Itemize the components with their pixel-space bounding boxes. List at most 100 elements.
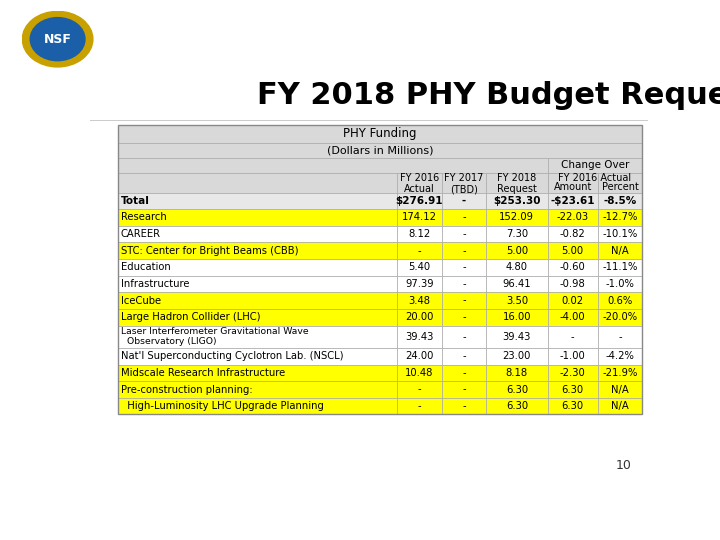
Text: IceCube: IceCube (121, 295, 161, 306)
FancyBboxPatch shape (486, 292, 547, 309)
FancyBboxPatch shape (486, 309, 547, 326)
Text: 39.43: 39.43 (503, 332, 531, 342)
Text: -0.60: -0.60 (559, 262, 585, 272)
FancyBboxPatch shape (118, 226, 397, 242)
FancyBboxPatch shape (598, 242, 642, 259)
FancyBboxPatch shape (441, 226, 486, 242)
FancyBboxPatch shape (547, 381, 598, 398)
Text: 3.48: 3.48 (408, 295, 431, 306)
FancyBboxPatch shape (547, 364, 598, 381)
FancyBboxPatch shape (486, 348, 547, 364)
FancyBboxPatch shape (547, 226, 598, 242)
FancyBboxPatch shape (441, 242, 486, 259)
FancyBboxPatch shape (547, 209, 598, 226)
Text: -: - (462, 312, 466, 322)
Text: -4.2%: -4.2% (606, 352, 634, 361)
FancyBboxPatch shape (598, 259, 642, 275)
FancyBboxPatch shape (547, 173, 642, 193)
FancyBboxPatch shape (441, 348, 486, 364)
Text: -: - (462, 352, 466, 361)
FancyBboxPatch shape (441, 275, 486, 292)
Text: -11.1%: -11.1% (603, 262, 638, 272)
Text: FY 2017
(TBD): FY 2017 (TBD) (444, 172, 484, 194)
FancyBboxPatch shape (397, 173, 441, 193)
Text: -: - (462, 196, 466, 206)
Text: -1.0%: -1.0% (606, 279, 634, 289)
FancyBboxPatch shape (118, 364, 397, 381)
Text: 4.80: 4.80 (506, 262, 528, 272)
FancyBboxPatch shape (486, 364, 547, 381)
FancyBboxPatch shape (547, 309, 598, 326)
FancyBboxPatch shape (441, 173, 486, 193)
FancyBboxPatch shape (547, 259, 598, 275)
FancyBboxPatch shape (397, 398, 441, 415)
Text: N/A: N/A (611, 246, 629, 255)
Text: PHY Funding: PHY Funding (343, 127, 417, 140)
FancyBboxPatch shape (598, 226, 642, 242)
FancyBboxPatch shape (598, 292, 642, 309)
FancyBboxPatch shape (547, 158, 642, 173)
Text: N/A: N/A (611, 401, 629, 411)
FancyBboxPatch shape (547, 348, 598, 364)
Text: 23.00: 23.00 (503, 352, 531, 361)
Text: -: - (462, 332, 466, 342)
Text: 8.12: 8.12 (408, 229, 431, 239)
Text: 5.40: 5.40 (408, 262, 431, 272)
FancyBboxPatch shape (547, 173, 598, 193)
Text: -: - (462, 401, 466, 411)
Text: -: - (418, 401, 421, 411)
FancyBboxPatch shape (397, 326, 441, 348)
FancyBboxPatch shape (598, 381, 642, 398)
FancyBboxPatch shape (486, 226, 547, 242)
FancyBboxPatch shape (598, 209, 642, 226)
Text: -: - (618, 332, 622, 342)
Text: (Dollars in Millions): (Dollars in Millions) (327, 145, 433, 155)
FancyBboxPatch shape (118, 125, 642, 143)
Text: -$23.61: -$23.61 (550, 196, 595, 206)
Text: -12.7%: -12.7% (603, 212, 638, 222)
FancyBboxPatch shape (598, 309, 642, 326)
FancyBboxPatch shape (598, 398, 642, 415)
Text: Infrastructure: Infrastructure (121, 279, 189, 289)
FancyBboxPatch shape (118, 398, 397, 415)
FancyBboxPatch shape (486, 398, 547, 415)
Text: -: - (462, 384, 466, 395)
Text: FY 2018
Request: FY 2018 Request (497, 172, 537, 194)
FancyBboxPatch shape (118, 193, 397, 209)
FancyBboxPatch shape (118, 348, 397, 364)
FancyBboxPatch shape (547, 193, 598, 209)
FancyBboxPatch shape (118, 158, 547, 173)
Circle shape (30, 18, 85, 60)
FancyBboxPatch shape (118, 309, 397, 326)
FancyBboxPatch shape (118, 173, 397, 193)
FancyBboxPatch shape (118, 209, 397, 226)
Text: 7.30: 7.30 (506, 229, 528, 239)
FancyBboxPatch shape (441, 209, 486, 226)
Text: -4.00: -4.00 (560, 312, 585, 322)
FancyBboxPatch shape (598, 193, 642, 209)
Text: -: - (462, 246, 466, 255)
Text: 20.00: 20.00 (405, 312, 433, 322)
FancyBboxPatch shape (547, 292, 598, 309)
Text: -: - (462, 212, 466, 222)
Text: 10: 10 (616, 460, 631, 472)
FancyBboxPatch shape (397, 309, 441, 326)
FancyBboxPatch shape (118, 292, 397, 309)
Text: -1.00: -1.00 (559, 352, 585, 361)
Text: 0.02: 0.02 (562, 295, 584, 306)
Text: Pre-construction planning:: Pre-construction planning: (121, 384, 252, 395)
FancyBboxPatch shape (397, 292, 441, 309)
FancyBboxPatch shape (441, 398, 486, 415)
FancyBboxPatch shape (547, 326, 598, 348)
Text: 152.09: 152.09 (500, 212, 534, 222)
FancyBboxPatch shape (547, 398, 598, 415)
FancyBboxPatch shape (397, 193, 441, 209)
FancyBboxPatch shape (397, 209, 441, 226)
Text: 6.30: 6.30 (506, 384, 528, 395)
FancyBboxPatch shape (598, 348, 642, 364)
FancyBboxPatch shape (397, 242, 441, 259)
FancyBboxPatch shape (598, 173, 642, 193)
FancyBboxPatch shape (486, 242, 547, 259)
FancyBboxPatch shape (441, 193, 486, 209)
Text: -8.5%: -8.5% (603, 196, 636, 206)
